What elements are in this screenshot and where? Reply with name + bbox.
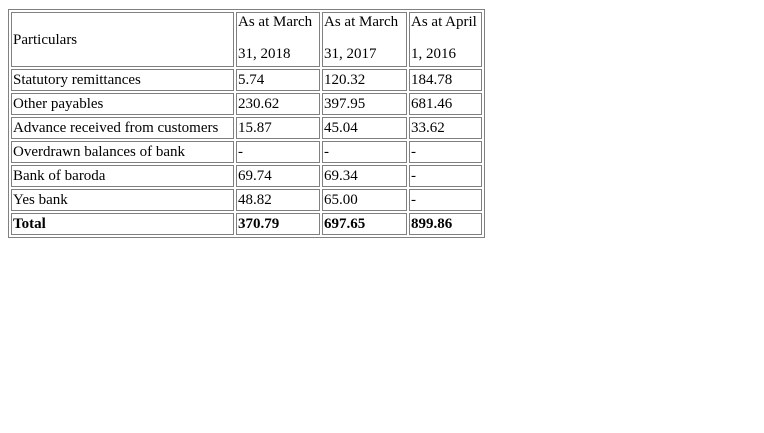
row-label: Overdrawn balances of bank: [11, 141, 234, 163]
total-2018: 370.79: [236, 213, 320, 235]
header-march-2018: As at March 31, 2018: [236, 12, 320, 67]
header-march-2017-line2: 31, 2017: [324, 46, 377, 62]
table-row: Statutory remittances 5.74 120.32 184.78: [11, 69, 482, 91]
header-march-2018-line2: 31, 2018: [238, 46, 291, 62]
cell-2018: 69.74: [236, 165, 320, 187]
header-april-2016-line2: 1, 2016: [411, 46, 456, 62]
header-april-2016-line1: As at April: [411, 14, 477, 30]
cell-2018: 15.87: [236, 117, 320, 139]
cell-2016: -: [409, 189, 482, 211]
header-march-2018-line1: As at March: [238, 14, 313, 30]
row-label: Yes bank: [11, 189, 234, 211]
row-label: Other payables: [11, 93, 234, 115]
cell-2018: -: [236, 141, 320, 163]
cell-2018: 48.82: [236, 189, 320, 211]
header-row: Particulars As at March 31, 2018 As at Ma…: [11, 12, 482, 67]
cell-2017: 397.95: [322, 93, 407, 115]
table-row: Other payables 230.62 397.95 681.46: [11, 93, 482, 115]
cell-2017: 69.34: [322, 165, 407, 187]
total-2016: 899.86: [409, 213, 482, 235]
cell-2016: 184.78: [409, 69, 482, 91]
table-row: Yes bank 48.82 65.00 -: [11, 189, 482, 211]
financial-table: Particulars As at March 31, 2018 As at Ma…: [8, 9, 485, 238]
header-march-2017-line1: As at March: [324, 14, 399, 30]
cell-2016: -: [409, 165, 482, 187]
row-label: Advance received from customers: [11, 117, 234, 139]
cell-2017: 65.00: [322, 189, 407, 211]
cell-2017: 45.04: [322, 117, 407, 139]
cell-2018: 5.74: [236, 69, 320, 91]
cell-2017: 120.32: [322, 69, 407, 91]
total-label: Total: [11, 213, 234, 235]
cell-2018: 230.62: [236, 93, 320, 115]
header-particulars: Particulars: [11, 12, 234, 67]
row-label: Statutory remittances: [11, 69, 234, 91]
cell-2016: 33.62: [409, 117, 482, 139]
cell-2017: -: [322, 141, 407, 163]
total-2017: 697.65: [322, 213, 407, 235]
table-row: Bank of baroda 69.74 69.34 -: [11, 165, 482, 187]
row-label: Bank of baroda: [11, 165, 234, 187]
table-row: Advance received from customers 15.87 45…: [11, 117, 482, 139]
header-april-2016: As at April 1, 2016: [409, 12, 482, 67]
total-row: Total 370.79 697.65 899.86: [11, 213, 482, 235]
cell-2016: 681.46: [409, 93, 482, 115]
table-row: Overdrawn balances of bank - - -: [11, 141, 482, 163]
header-march-2017: As at March 31, 2017: [322, 12, 407, 67]
cell-2016: -: [409, 141, 482, 163]
